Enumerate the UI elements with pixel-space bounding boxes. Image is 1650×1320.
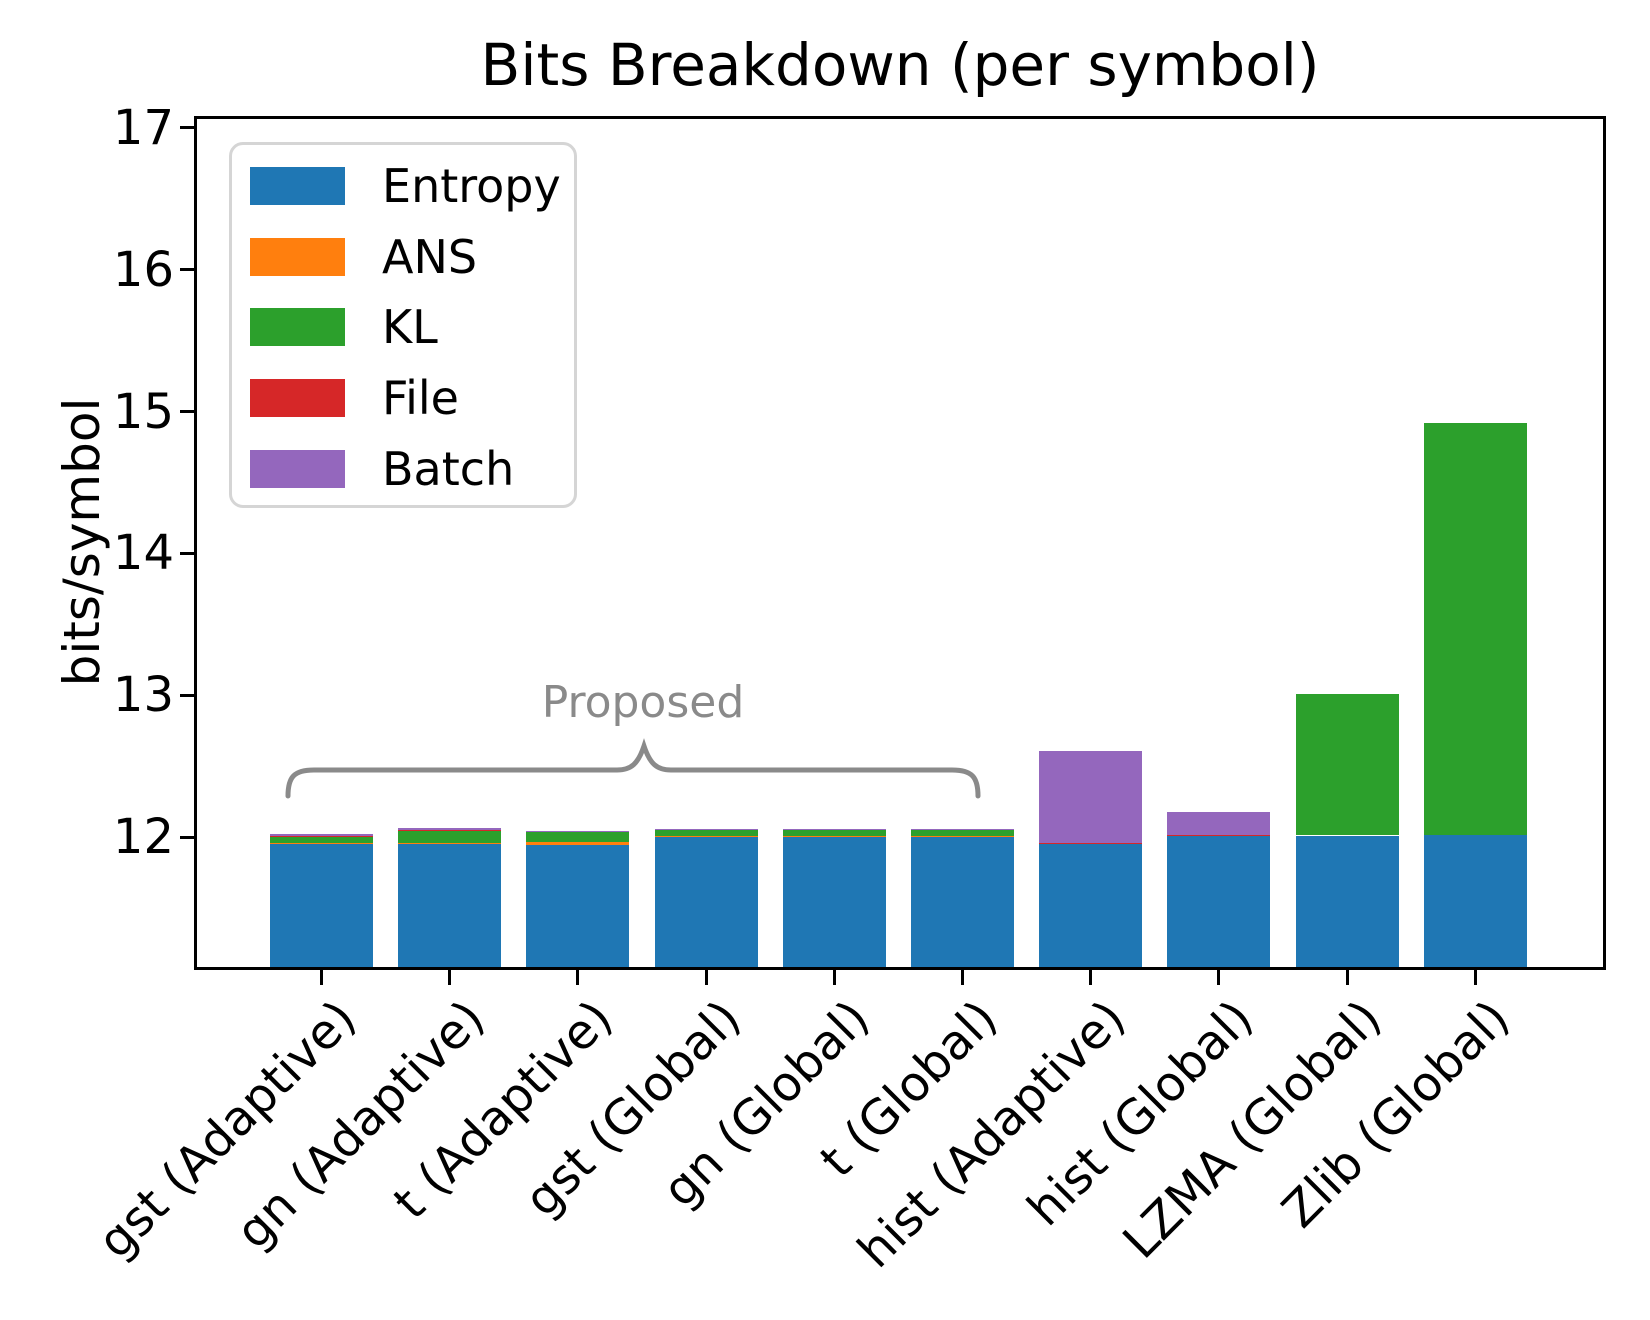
bar-segment-batch-6: [1039, 750, 1143, 844]
legend-label-batch: Batch: [382, 441, 515, 496]
y-tick-label: 14: [112, 525, 174, 582]
bar-segment-batch-7: [1167, 811, 1271, 836]
x-tick-mark: [448, 970, 452, 985]
proposed-annotation: Proposed: [541, 677, 745, 728]
chart-title: Bits Breakdown (per symbol): [480, 31, 1320, 99]
legend-swatch-ans: [250, 237, 345, 276]
y-tick-mark: [180, 693, 194, 697]
x-tick-mark: [1217, 970, 1221, 985]
legend-swatch-kl: [250, 308, 345, 347]
legend-swatch-entropy: [250, 167, 345, 205]
bar-segment-batch-1: [398, 828, 502, 830]
bar-segment-kl-4: [782, 829, 886, 837]
bar-segment-kl-2: [526, 831, 630, 843]
y-tick-mark: [180, 551, 194, 555]
x-tick-mark: [320, 970, 323, 985]
bar-segment-ans-2: [526, 842, 630, 845]
x-tick-mark: [832, 970, 836, 985]
bar-segment-entropy-9: [1423, 835, 1527, 967]
y-tick-label: 12: [112, 809, 174, 866]
legend-label-entropy: Entropy: [382, 159, 561, 213]
y-tick-mark: [180, 835, 194, 839]
x-tick-mark: [961, 970, 964, 985]
legend: Entropy ANS KL File Batch: [229, 142, 577, 508]
bar-segment-ans-1: [398, 842, 502, 844]
bar-segment-entropy-4: [782, 836, 886, 967]
x-tick-mark: [1473, 970, 1477, 985]
x-tick-mark: [576, 970, 580, 985]
bar-segment-batch-0: [270, 834, 373, 836]
bar-segment-entropy-0: [270, 843, 373, 967]
bar-segment-entropy-8: [1295, 835, 1399, 967]
legend-label-kl: KL: [382, 300, 438, 355]
x-tick-label-9: Zlib (Global): [1271, 989, 1521, 1239]
y-tick-mark: [180, 126, 194, 130]
y-tick-mark: [180, 410, 194, 414]
bar-segment-entropy-7: [1167, 835, 1271, 967]
bar-segment-entropy-5: [911, 836, 1014, 967]
bar-segment-kl-9: [1423, 422, 1527, 836]
y-tick-label: 13: [112, 667, 174, 724]
bar-segment-kl-1: [398, 830, 502, 843]
legend-swatch-file: [250, 379, 345, 418]
bar-segment-kl-0: [270, 835, 373, 844]
x-tick-mark: [704, 970, 708, 985]
bar-segment-entropy-1: [398, 843, 502, 967]
bar-segment-ans-0: [270, 843, 373, 844]
y-tick-label: 15: [112, 383, 174, 440]
bar-segment-kl-8: [1295, 693, 1399, 836]
bar-segment-entropy-6: [1039, 843, 1143, 967]
legend-label-ans: ANS: [382, 229, 478, 284]
bar-segment-kl-5: [911, 829, 1014, 837]
y-tick-mark: [180, 268, 194, 272]
x-tick-mark: [1345, 970, 1349, 985]
x-tick-label-7: hist (Global): [1017, 989, 1265, 1237]
bar-segment-kl-3: [654, 829, 758, 837]
legend-swatch-batch: [250, 449, 345, 488]
y-tick-label: 16: [112, 241, 174, 298]
bar-segment-entropy-2: [526, 844, 630, 967]
y-tick-label: 17: [112, 99, 174, 156]
legend-label-file: File: [382, 371, 459, 426]
x-tick-mark: [1089, 970, 1093, 985]
bar-segment-entropy-3: [654, 836, 758, 967]
